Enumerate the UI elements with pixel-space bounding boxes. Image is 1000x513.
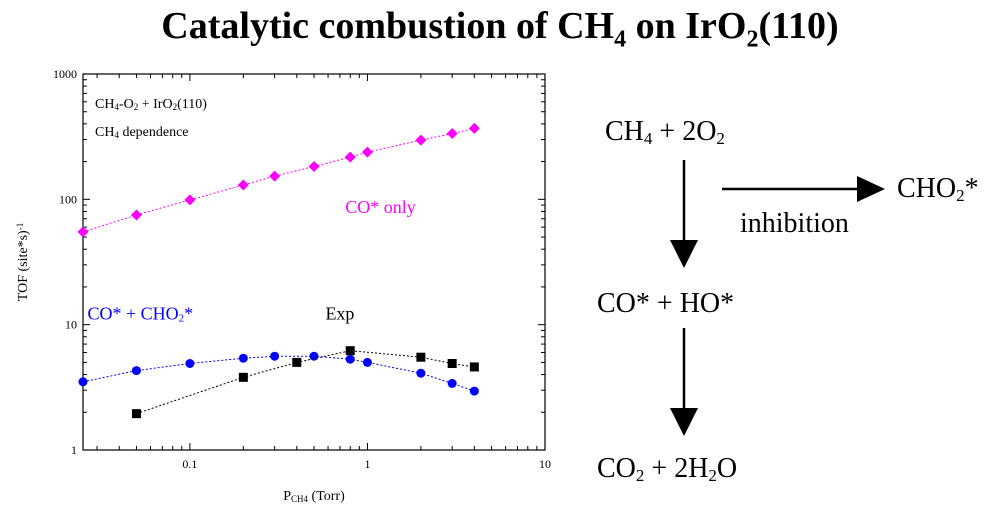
data-point [309, 351, 319, 361]
series-label: Exp [325, 303, 354, 323]
data-point [345, 354, 355, 364]
inset-annotation: CH4-O2 + IrO2(110) [95, 97, 207, 112]
data-point [238, 353, 248, 363]
data-point [344, 151, 356, 163]
data-point [270, 351, 280, 361]
y-tick-label: 1000 [53, 67, 77, 81]
title-text: Catalytic combustion of CH [161, 5, 615, 47]
data-point [185, 358, 195, 368]
title-end: (110) [758, 5, 839, 47]
data-point [131, 366, 141, 376]
data-point [469, 386, 479, 396]
series-line [82, 355, 475, 392]
title-sub-4: 4 [614, 26, 627, 53]
inset-annotation: CH4 dependence [95, 125, 189, 140]
data-point [77, 226, 89, 238]
arrow-down-2-head [670, 408, 698, 436]
x-tick-label: 10 [539, 457, 551, 471]
data-point [131, 409, 141, 419]
scheme-products: CO2 + 2H2O [597, 453, 737, 485]
data-point [361, 146, 373, 158]
figure-title: Catalytic combustion of CH4 on IrO2(110) [0, 4, 1000, 54]
data-point [469, 362, 479, 372]
scheme-reactants: CH4 + 2O2 [605, 116, 725, 148]
data-point [130, 209, 142, 221]
data-point [237, 179, 249, 191]
x-tick-label: 0.1 [182, 457, 197, 471]
data-point [415, 134, 427, 146]
scheme-intermediate: CO* + HO* [597, 288, 734, 319]
data-point [292, 357, 302, 367]
y-tick-label: 10 [65, 318, 77, 332]
data-point [345, 346, 355, 356]
y-tick-label: 100 [59, 192, 77, 206]
title-mid: on IrO [626, 5, 747, 47]
data-point [78, 377, 88, 387]
arrow-down-1-head [670, 240, 698, 268]
data-point [269, 170, 281, 182]
data-point [447, 358, 457, 368]
scheme-side-product: CHO2* [897, 173, 979, 205]
data-point [447, 378, 457, 388]
series-label: CO* + CHO2* [87, 303, 193, 324]
inhibition-label: inhibition [740, 208, 849, 239]
data-point [184, 194, 196, 206]
title-sub-2: 2 [746, 26, 759, 53]
series-label: CO* only [345, 197, 416, 217]
y-axis-label: TOF (site*s)-1 [15, 223, 31, 301]
arrow-right-head [857, 176, 885, 202]
data-point [468, 122, 480, 134]
y-tick-label: 1 [71, 443, 77, 457]
data-point [362, 357, 372, 367]
data-point [308, 160, 320, 172]
x-tick-label: 1 [364, 457, 370, 471]
data-point [416, 352, 426, 362]
x-axis-label: PCH4 (Torr) [283, 489, 345, 504]
data-point [416, 368, 426, 378]
data-point [446, 128, 458, 140]
data-point [238, 372, 248, 382]
